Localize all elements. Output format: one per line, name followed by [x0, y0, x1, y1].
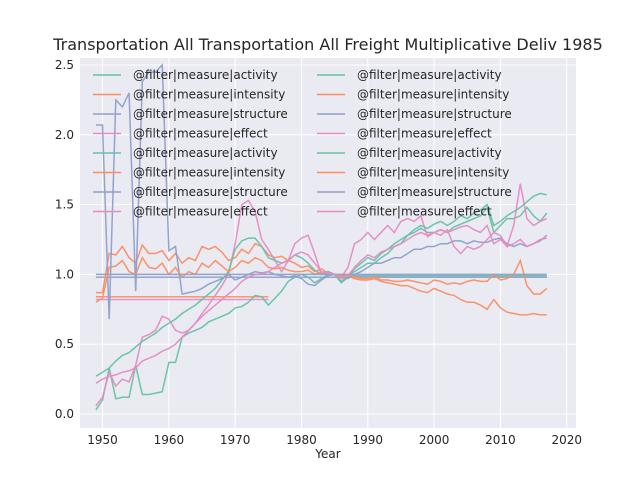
legend-label: @filter|measure|structure — [357, 107, 512, 121]
legend-label: @filter|measure|effect — [357, 205, 492, 219]
y-tick-label: 0.0 — [55, 407, 74, 421]
series-lines — [95, 63, 548, 411]
legend-label: @filter|measure|intensity — [357, 166, 509, 180]
legend-label: @filter|measure|intensity — [133, 88, 285, 102]
y-tick-label: 1.5 — [55, 198, 74, 212]
legend-label: @filter|measure|effect — [357, 127, 492, 141]
legend-label: @filter|measure|structure — [133, 185, 288, 199]
series-line-2 — [95, 242, 547, 316]
x-tick-label: 2000 — [419, 433, 450, 447]
x-tick-label: 1990 — [353, 433, 384, 447]
y-tick-label: 2.5 — [55, 58, 74, 72]
y-tick-label: 2.0 — [55, 128, 74, 142]
legend-label: @filter|measure|activity — [357, 146, 502, 160]
legend-label: @filter|measure|effect — [133, 205, 268, 219]
legend-label: @filter|measure|intensity — [133, 166, 285, 180]
legend-label: @filter|measure|structure — [133, 107, 288, 121]
series-line-8 — [95, 224, 547, 384]
y-tick-label: 0.5 — [55, 337, 74, 351]
tick-labels: 1950 1960 1970 1980 1990 2000 2010 2020 0.0 0.5 1.… — [55, 58, 582, 447]
x-tick-label: 1960 — [154, 433, 185, 447]
legend-label: @filter|measure|activity — [357, 68, 502, 82]
x-tick-label: 1970 — [220, 433, 251, 447]
x-tick-label: 1980 — [286, 433, 317, 447]
legend-label: @filter|measure|intensity — [357, 88, 509, 102]
legend: @filter|measure|activity @filter|measure|… — [93, 68, 512, 219]
legend-label: @filter|measure|structure — [357, 185, 512, 199]
legend-label: @filter|measure|effect — [133, 127, 268, 141]
x-axis-label: Year — [314, 447, 340, 461]
series-line-3 — [95, 63, 548, 320]
y-tick-label: 1.0 — [55, 267, 74, 281]
chart-title: Transportation All Transportation All Fr… — [52, 35, 603, 54]
x-tick-label: 2020 — [551, 433, 582, 447]
x-tick-label: 2010 — [485, 433, 516, 447]
x-tick-label: 1950 — [87, 433, 118, 447]
series-line-1 — [95, 205, 548, 411]
legend-label: @filter|measure|activity — [133, 68, 278, 82]
legend-label: @filter|measure|activity — [133, 146, 278, 160]
